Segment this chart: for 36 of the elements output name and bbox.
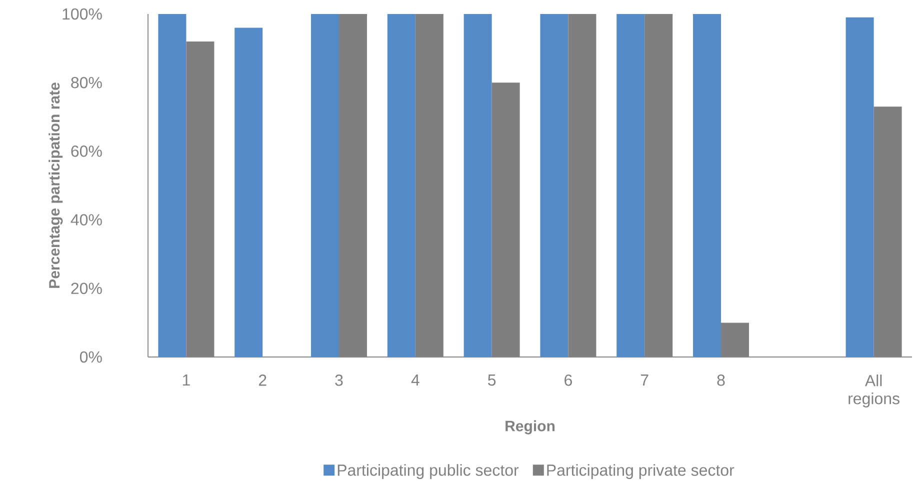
x-tick-label: All regions xyxy=(848,374,900,408)
bar xyxy=(616,14,645,357)
bar xyxy=(387,14,416,357)
x-tick-label: 3 xyxy=(335,374,343,386)
bar xyxy=(234,28,263,357)
x-tick-label: 8 xyxy=(717,374,725,386)
bar xyxy=(721,322,750,357)
y-tick-label: 60% xyxy=(71,145,102,157)
legend-label: Participating private sector xyxy=(547,464,734,479)
legend-label: Participating public sector xyxy=(338,464,519,479)
bar xyxy=(568,14,596,357)
bar xyxy=(693,14,722,357)
bar xyxy=(540,14,568,357)
x-tick-label: 1 xyxy=(182,374,190,386)
bar xyxy=(464,14,492,357)
bar xyxy=(158,14,186,357)
bar xyxy=(339,14,368,357)
bar xyxy=(186,41,214,357)
x-axis-title: Region xyxy=(506,420,554,434)
bar xyxy=(846,17,874,357)
bar xyxy=(874,106,902,357)
x-tick-label: 4 xyxy=(411,374,420,386)
y-tick-label: 40% xyxy=(70,214,102,226)
bar xyxy=(644,14,673,357)
x-tick-label: 6 xyxy=(564,374,572,386)
x-tick-label: 5 xyxy=(488,374,496,386)
y-tick-label: 80% xyxy=(71,76,102,88)
y-tick-label: 20% xyxy=(71,282,102,294)
bar xyxy=(311,14,340,357)
x-tick-label: 7 xyxy=(640,374,648,386)
bar xyxy=(415,14,444,357)
y-tick-label: 0% xyxy=(80,351,102,363)
x-tick-label: 2 xyxy=(258,374,266,386)
y-axis-title: Percentage participation rate xyxy=(48,82,63,288)
y-tick-label: 100% xyxy=(62,8,102,20)
bar xyxy=(492,82,520,357)
